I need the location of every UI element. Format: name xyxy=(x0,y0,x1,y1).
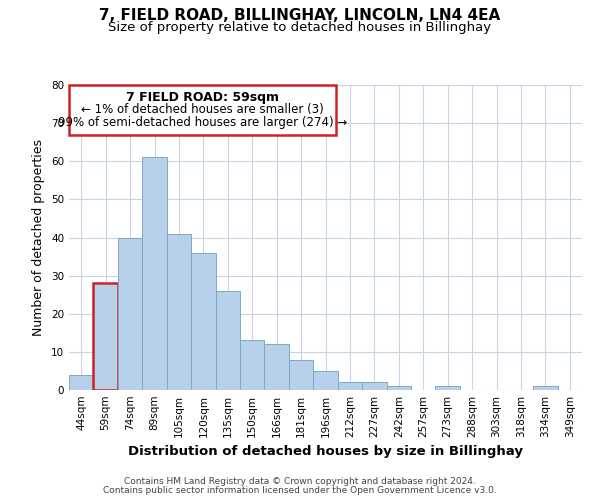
FancyBboxPatch shape xyxy=(69,85,336,136)
Bar xyxy=(240,340,265,390)
Text: Contains public sector information licensed under the Open Government Licence v3: Contains public sector information licen… xyxy=(103,486,497,495)
Text: Size of property relative to detached houses in Billinghay: Size of property relative to detached ho… xyxy=(109,21,491,34)
Text: Contains HM Land Registry data © Crown copyright and database right 2024.: Contains HM Land Registry data © Crown c… xyxy=(124,477,476,486)
Bar xyxy=(533,386,557,390)
Text: 99% of semi-detached houses are larger (274) →: 99% of semi-detached houses are larger (… xyxy=(58,116,347,128)
Text: 7 FIELD ROAD: 59sqm: 7 FIELD ROAD: 59sqm xyxy=(126,90,279,104)
Bar xyxy=(386,386,411,390)
Bar xyxy=(436,386,460,390)
Bar xyxy=(142,158,167,390)
Bar xyxy=(69,375,94,390)
Bar xyxy=(362,382,386,390)
Bar xyxy=(289,360,313,390)
Text: 7, FIELD ROAD, BILLINGHAY, LINCOLN, LN4 4EA: 7, FIELD ROAD, BILLINGHAY, LINCOLN, LN4 … xyxy=(100,8,500,22)
Bar xyxy=(338,382,362,390)
Bar xyxy=(118,238,142,390)
Bar xyxy=(265,344,289,390)
Bar xyxy=(215,291,240,390)
Bar xyxy=(313,371,338,390)
Bar xyxy=(94,283,118,390)
Bar xyxy=(167,234,191,390)
Bar xyxy=(191,253,215,390)
X-axis label: Distribution of detached houses by size in Billinghay: Distribution of detached houses by size … xyxy=(128,446,523,458)
Y-axis label: Number of detached properties: Number of detached properties xyxy=(32,139,46,336)
Text: ← 1% of detached houses are smaller (3): ← 1% of detached houses are smaller (3) xyxy=(81,103,324,116)
